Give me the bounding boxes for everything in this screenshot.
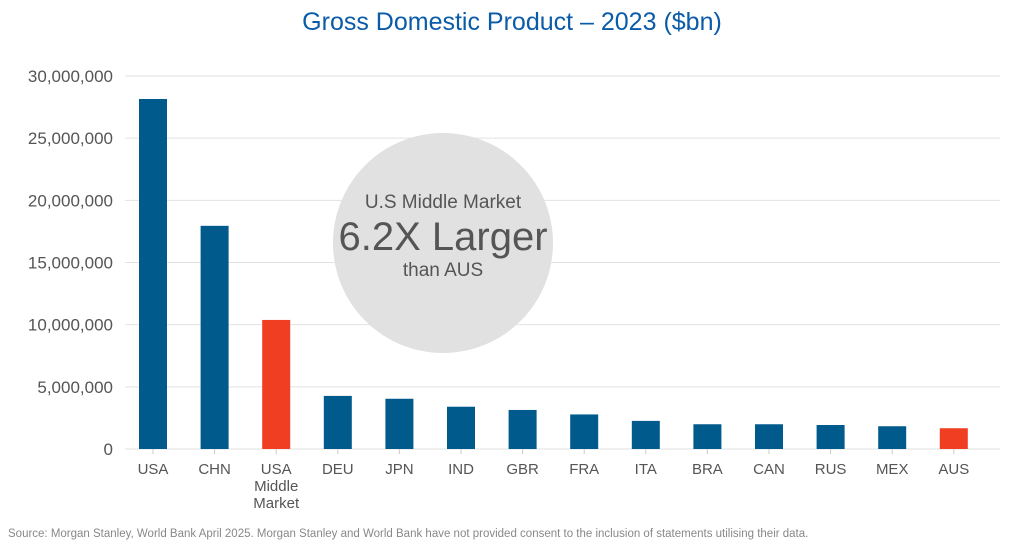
bar-bra <box>693 424 722 449</box>
y-tick-label: 20,000,000 <box>28 191 113 210</box>
x-tick-label: FRA <box>569 461 599 478</box>
callout-line2: 6.2X Larger <box>338 215 547 259</box>
bar-jpn <box>385 398 414 449</box>
x-tick-label: MEX <box>876 461 909 478</box>
bar-mex <box>878 426 907 449</box>
x-tick-label: AUS <box>938 461 969 478</box>
bar-gbr <box>508 409 537 449</box>
chart-title: Gross Domestic Product – 2023 ($bn) <box>302 8 722 36</box>
x-tick-label: CHN <box>198 461 231 478</box>
bar-rus <box>816 425 845 449</box>
y-tick-label: 25,000,000 <box>28 129 113 148</box>
callout-circle <box>333 133 553 353</box>
y-tick-label: 10,000,000 <box>28 316 113 335</box>
x-tick-label: Middle <box>254 478 298 495</box>
x-tick-label: IND <box>448 461 474 478</box>
bar-deu <box>323 395 352 449</box>
source-note: Source: Morgan Stanley, World Bank April… <box>8 528 809 540</box>
bar-usa-middle-market <box>262 319 291 449</box>
y-tick-label: 5,000,000 <box>37 378 113 397</box>
bar-can <box>755 424 783 449</box>
x-tick-label: CAN <box>753 461 785 478</box>
bar-chn <box>200 225 229 449</box>
x-tick-label: USA <box>261 461 292 478</box>
bar-usa <box>139 99 167 450</box>
bar-ind <box>447 406 475 449</box>
callout-line1: U.S Middle Market <box>365 192 522 213</box>
x-tick-label: ITA <box>635 461 657 478</box>
x-tick-label: GBR <box>506 461 539 478</box>
y-tick-label: 30,000,000 <box>28 67 113 86</box>
x-tick-label: Market <box>253 495 300 512</box>
bar-aus <box>939 428 968 449</box>
bar-fra <box>570 414 599 449</box>
callout-line3: than AUS <box>403 260 483 281</box>
x-tick-label: DEU <box>322 461 354 478</box>
y-tick-label: 15,000,000 <box>28 254 113 273</box>
x-tick-label: JPN <box>385 461 413 478</box>
x-tick-label: RUS <box>815 461 847 478</box>
bar-ita <box>631 420 660 449</box>
x-tick-label: BRA <box>692 461 723 478</box>
y-tick-label: 0 <box>104 440 113 459</box>
x-tick-label: USA <box>138 461 169 478</box>
